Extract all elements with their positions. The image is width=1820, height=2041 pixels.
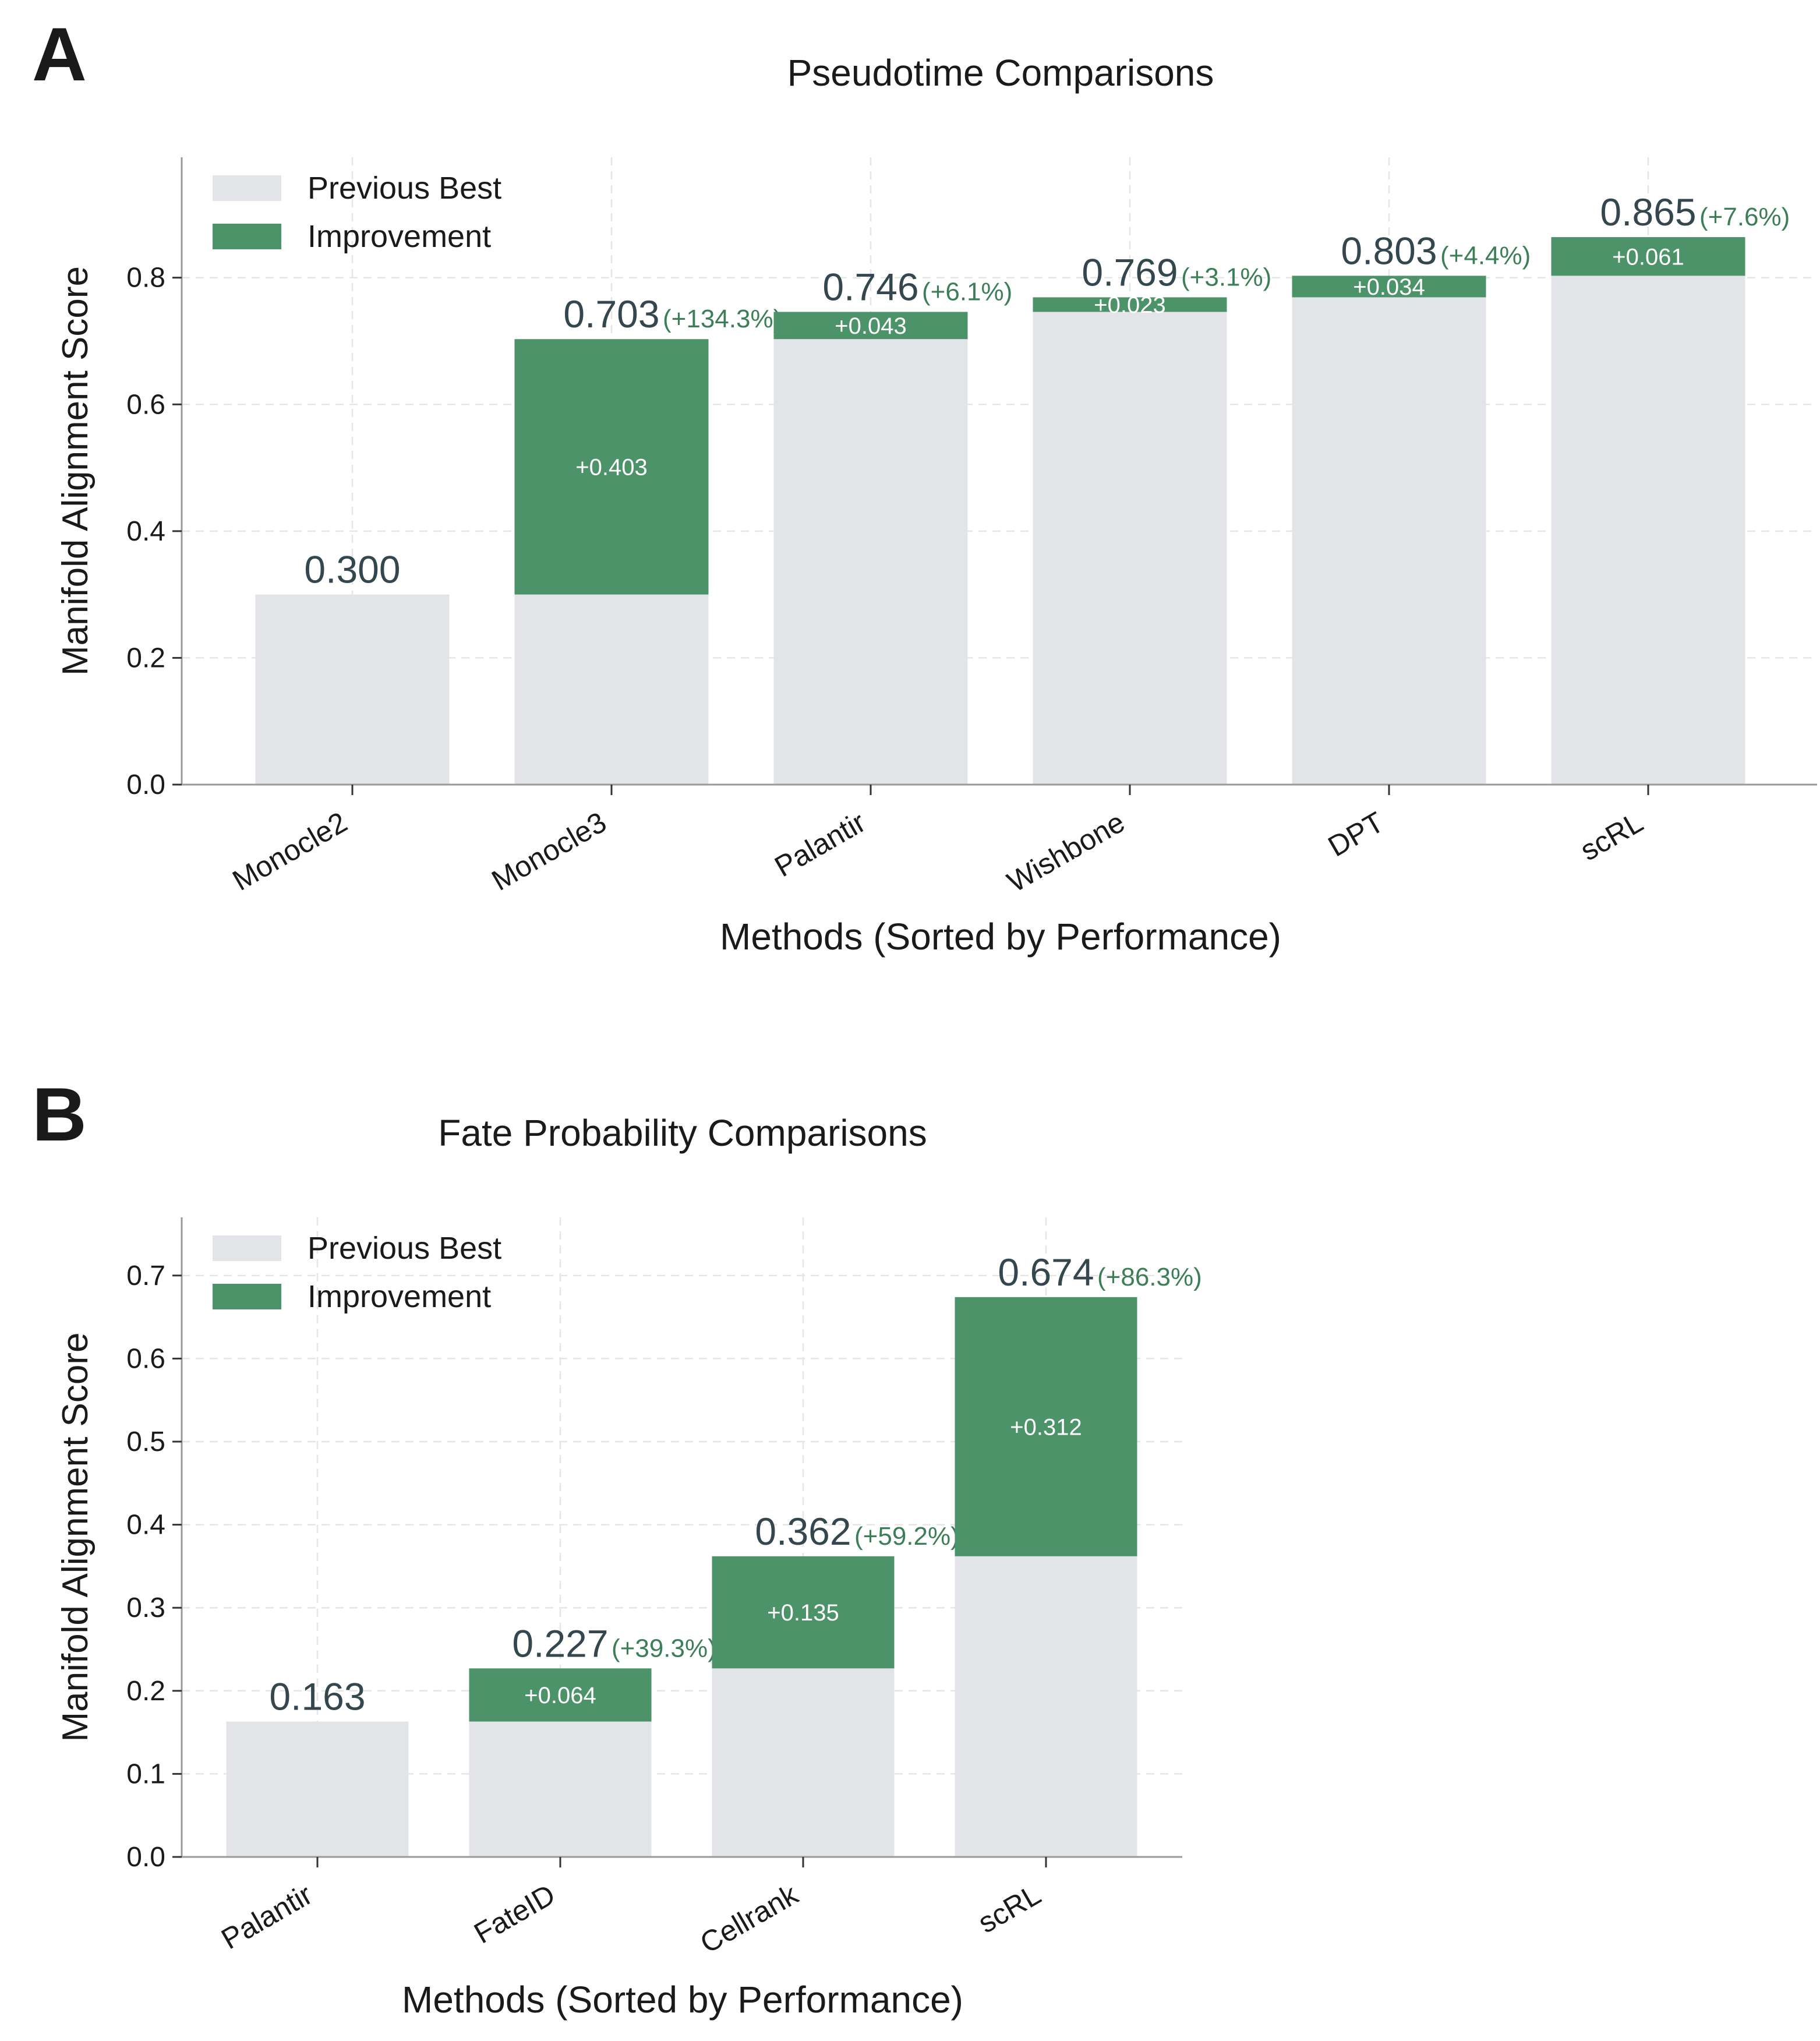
bar-previous-best — [514, 594, 709, 785]
y-tick-label: 0.2 — [126, 1676, 165, 1707]
legend-swatch — [213, 1284, 281, 1309]
improvement-label: +0.043 — [835, 313, 906, 339]
y-tick-label: 0.5 — [126, 1426, 165, 1457]
y-tick-label: 0.4 — [126, 1510, 165, 1541]
bar-improvement — [1033, 297, 1227, 312]
bar-previous-best — [773, 339, 968, 785]
x-axis-title: Methods (Sorted by Performance) — [720, 916, 1281, 958]
total-label: 0.163 — [269, 1675, 365, 1718]
percent-label: (+86.3%) — [1097, 1263, 1202, 1291]
chart-title: Pseudotime Comparisons — [787, 52, 1214, 94]
total-label: 0.362 — [755, 1510, 851, 1553]
improvement-label: +0.061 — [1612, 244, 1684, 270]
legend-label: Previous Best — [308, 1231, 501, 1266]
percent-label: (+134.3%) — [663, 305, 782, 333]
y-tick-label: 0.0 — [126, 1842, 165, 1873]
chart-title: Fate Probability Comparisons — [438, 1112, 927, 1154]
improvement-label: +0.135 — [767, 1600, 839, 1626]
panel-label-b: B — [32, 1072, 87, 1157]
y-tick-label: 0.4 — [126, 516, 165, 547]
total-label: 0.300 — [304, 548, 400, 591]
bar-previous-best — [1292, 297, 1486, 785]
panel-label-a: A — [32, 12, 87, 97]
bar-improvement — [712, 1556, 895, 1669]
bar-improvement — [773, 312, 968, 340]
improvement-label: +0.312 — [1010, 1414, 1082, 1440]
bar-previous-best — [1551, 276, 1745, 785]
total-label: 0.865 — [1600, 190, 1696, 234]
legend-label: Improvement — [308, 1279, 491, 1314]
bar-previous-best — [955, 1556, 1137, 1857]
bar-improvement — [1292, 276, 1486, 298]
y-tick-label: 0.8 — [126, 263, 165, 294]
bar-previous-best — [469, 1721, 652, 1857]
percent-label: (+7.6%) — [1699, 203, 1790, 231]
percent-label: (+4.4%) — [1440, 241, 1531, 270]
bar-improvement — [1551, 237, 1745, 276]
total-label: 0.746 — [822, 265, 918, 308]
y-tick-label: 0.6 — [126, 389, 165, 420]
total-label: 0.769 — [1082, 250, 1178, 294]
improvement-label: +0.023 — [1094, 292, 1165, 318]
improvement-label: +0.403 — [575, 454, 647, 480]
y-tick-label: 0.0 — [126, 769, 165, 800]
y-tick-label: 0.7 — [126, 1260, 165, 1291]
improvement-label: +0.064 — [524, 1683, 596, 1708]
bar-previous-best — [712, 1668, 895, 1857]
legend-swatch — [213, 175, 281, 201]
legend-label: Improvement — [308, 219, 491, 254]
percent-label: (+6.1%) — [922, 277, 1012, 306]
y-tick-label: 0.3 — [126, 1592, 165, 1623]
x-axis-title: Methods (Sorted by Performance) — [402, 1979, 963, 2021]
percent-label: (+3.1%) — [1181, 263, 1271, 291]
bar-previous-best — [255, 594, 450, 785]
total-label: 0.703 — [563, 292, 659, 336]
bar-improvement — [955, 1297, 1137, 1556]
legend-swatch — [213, 1235, 281, 1261]
legend-swatch — [213, 224, 281, 249]
total-label: 0.803 — [1341, 229, 1437, 272]
percent-label: (+59.2%) — [854, 1522, 959, 1551]
total-label: 0.674 — [998, 1251, 1094, 1294]
y-axis-title: Manifold Alignment Score — [55, 266, 96, 676]
improvement-label: +0.034 — [1353, 274, 1425, 300]
bar-improvement — [514, 339, 709, 595]
total-label: 0.227 — [512, 1622, 608, 1665]
bar-previous-best — [226, 1721, 409, 1857]
y-axis-title: Manifold Alignment Score — [55, 1332, 96, 1742]
bar-previous-best — [1033, 312, 1227, 785]
legend-label: Previous Best — [308, 171, 501, 206]
bar-improvement — [469, 1668, 652, 1722]
y-tick-label: 0.1 — [126, 1758, 165, 1789]
percent-label: (+39.3%) — [612, 1634, 716, 1662]
y-tick-label: 0.2 — [126, 642, 165, 673]
y-tick-label: 0.6 — [126, 1343, 165, 1374]
